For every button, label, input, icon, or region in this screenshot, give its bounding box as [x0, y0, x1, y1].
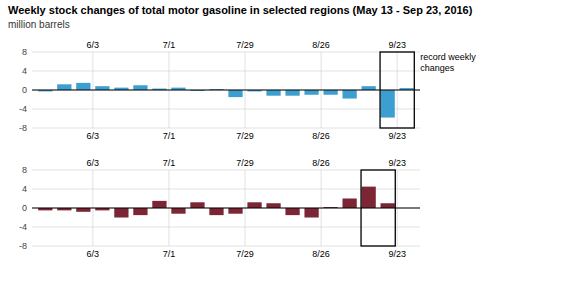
- x-tick-label-bottom: 8/26: [312, 249, 330, 259]
- y-gridline: [32, 128, 420, 129]
- x-tick-label-bottom: 6/3: [87, 131, 100, 141]
- bar: [133, 208, 147, 215]
- y-gridline: [32, 90, 420, 91]
- bar: [285, 90, 299, 96]
- bar: [114, 208, 128, 218]
- bar: [285, 208, 299, 215]
- bar: [133, 85, 147, 90]
- chart: Weekly stock changes of total motor gaso…: [0, 0, 573, 290]
- x-tick-label-top: 8/26: [312, 158, 330, 168]
- y-tick-label: 8: [22, 47, 27, 57]
- y-tick-label: 0: [22, 203, 27, 213]
- y-tick-label: 4: [22, 66, 27, 76]
- y-tick-label: 8: [22, 165, 27, 175]
- bar: [362, 187, 376, 208]
- bar: [190, 202, 204, 208]
- y-tick-label: -8: [19, 241, 27, 251]
- bar: [247, 202, 261, 208]
- annotation-line: record weekly: [420, 52, 476, 62]
- bar: [304, 90, 318, 95]
- bar: [228, 208, 242, 214]
- x-tick-label-bottom: 8/26: [312, 131, 330, 141]
- y-gridline: [32, 52, 420, 53]
- y-gridline: [32, 208, 420, 209]
- bar: [76, 83, 90, 90]
- x-tick-label-top: 9/23: [388, 158, 406, 168]
- bar: [152, 201, 166, 208]
- x-tick-label-top: 7/1: [163, 158, 176, 168]
- x-tick-label-bottom: 9/23: [388, 249, 406, 259]
- bar: [228, 90, 242, 97]
- bar-chart-0: -8 -4 0 4 8 6/3 6/3 7/1 7/1 7/29 7/29 8/26 8/26 9/23 9…: [19, 40, 476, 141]
- annotation: record weeklychanges: [420, 52, 476, 73]
- x-tick-label-bottom: 7/1: [163, 249, 176, 259]
- x-tick-label-bottom: 9/23: [388, 131, 406, 141]
- zero-line: [32, 207, 420, 208]
- x-tick-label-top: 7/1: [163, 40, 176, 50]
- bar: [266, 90, 280, 96]
- x-tick-label-top: 6/3: [87, 40, 100, 50]
- bar: [57, 84, 71, 90]
- y-tick-label: -4: [19, 104, 27, 114]
- bar: [266, 203, 280, 208]
- bar: [381, 203, 395, 208]
- x-tick-label-top: 9/23: [388, 40, 406, 50]
- bar: [304, 208, 318, 218]
- x-tick-label-top: 8/26: [312, 40, 330, 50]
- background: [0, 0, 573, 290]
- x-tick-label-bottom: 7/1: [163, 131, 176, 141]
- record-box: [380, 52, 414, 128]
- x-tick-label-bottom: 6/3: [87, 249, 100, 259]
- annotation-line: changes: [420, 63, 455, 73]
- bar: [323, 90, 337, 95]
- y-tick-label: -4: [19, 222, 27, 232]
- x-tick-label-top: 7/29: [236, 40, 254, 50]
- title: Weekly stock changes of total motor gaso…: [8, 4, 473, 16]
- zero-line: [32, 89, 420, 90]
- bar: [209, 208, 223, 215]
- y-tick-label: 4: [22, 184, 27, 194]
- x-tick-label-top: 7/29: [236, 158, 254, 168]
- bar: [342, 90, 356, 99]
- y-gridline: [32, 227, 420, 228]
- y-gridline: [32, 71, 420, 72]
- bars: [38, 187, 395, 218]
- x-tick-label-bottom: 7/29: [236, 131, 254, 141]
- bar: [342, 199, 356, 209]
- bar: [171, 208, 185, 214]
- bar: [381, 90, 395, 118]
- y-tick-label: 0: [22, 85, 27, 95]
- bar-chart-1: -8 -4 0 4 8 6/3 6/3 7/1 7/1 7/29 7/29 8/26 8/26 9/23 9…: [19, 158, 420, 259]
- x-tick-label-bottom: 7/29: [236, 249, 254, 259]
- y-gridline: [32, 109, 420, 110]
- subtitle: million barrels: [8, 19, 70, 30]
- record-box: [361, 170, 395, 246]
- bars: [38, 83, 414, 118]
- x-tick-label-top: 6/3: [87, 158, 100, 168]
- y-tick-label: -8: [19, 123, 27, 133]
